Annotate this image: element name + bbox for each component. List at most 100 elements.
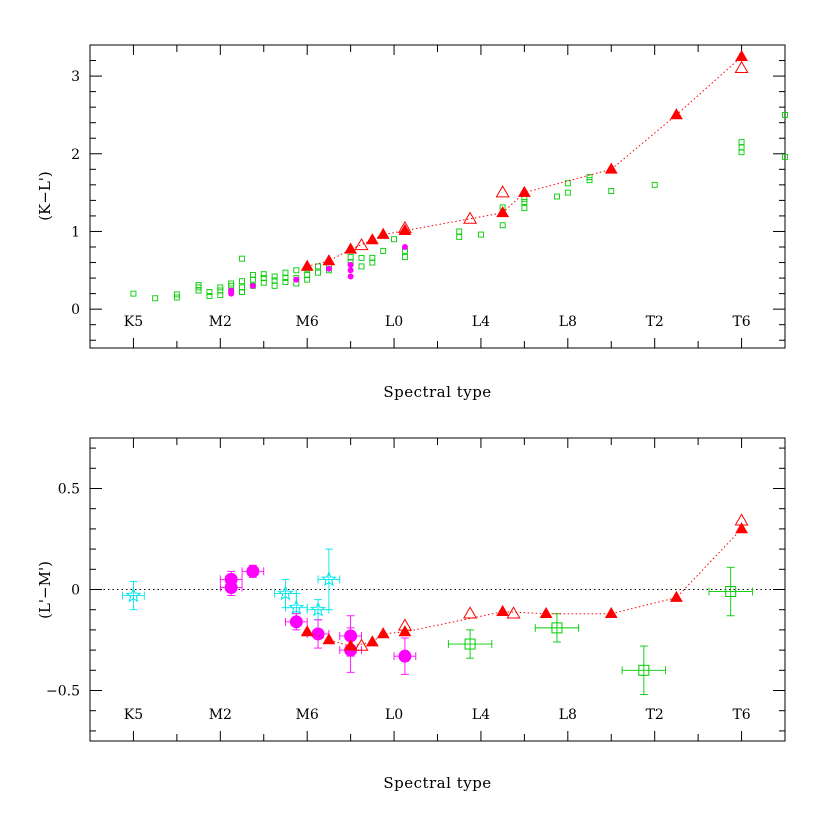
model-open-triangle [506, 606, 521, 619]
model-filled-triangle [604, 162, 618, 174]
field-dwarf-square [358, 263, 365, 270]
cyan-star-point [288, 599, 305, 615]
field-dwarf-square [651, 181, 658, 188]
magenta-dot-point [325, 265, 332, 272]
field-dwarf-square [206, 292, 213, 299]
field-dwarf-square [239, 255, 245, 262]
x-axis-label: Spectral type [383, 383, 491, 401]
field-dwarf-square [521, 205, 528, 212]
field-dwarf-square [369, 254, 376, 261]
field-dwarf-square [464, 638, 476, 650]
field-dwarf-square [725, 586, 737, 598]
magenta-dot-point [311, 627, 325, 641]
panel-2: K5 M2 M6 L0 L4 L8 T2 T6 −0.5 0 0.5 (L'−M') Spectral … [36, 437, 786, 792]
x-tick-label: T2 [646, 314, 664, 330]
model-filled-triangle [344, 639, 358, 651]
field-dwarf-square [401, 254, 408, 261]
field-dwarf-square [456, 228, 463, 235]
magenta-dot-point [246, 564, 260, 578]
model-filled-triangle [300, 625, 314, 637]
cyan-star-point [277, 585, 294, 601]
model-filled-triangle [670, 590, 683, 602]
model-filled-triangle [735, 49, 748, 61]
model-filled-triangle [539, 606, 553, 619]
cyan-star-point [125, 587, 142, 603]
magenta-dot-point [289, 615, 303, 629]
cyan-star-point [320, 571, 337, 587]
model-filled-triangle [344, 242, 358, 254]
x-tick-label: L8 [559, 707, 577, 723]
magenta-dot-point [293, 276, 300, 283]
field-dwarf-square [608, 188, 615, 195]
y-tick-label: 3 [71, 69, 80, 85]
field-dwarf-square [564, 180, 571, 187]
x-tick-label: M2 [209, 707, 232, 723]
y-tick-label: 0 [71, 302, 80, 318]
magenta-dot-point [249, 282, 256, 289]
field-dwarf-square [260, 275, 267, 282]
field-dwarf-square [271, 273, 278, 280]
magenta-dot-point [347, 261, 354, 268]
magenta-dot-point [401, 244, 408, 250]
model-filled-triangle [604, 606, 618, 619]
x-tick-label: M2 [209, 314, 232, 330]
field-dwarf-square [271, 282, 278, 289]
field-dwarf-square [477, 231, 484, 238]
x-tick-label: M6 [296, 314, 319, 330]
field-dwarf-square [391, 236, 398, 243]
y-tick-label: 1 [71, 224, 80, 240]
field-dwarf-square [239, 284, 245, 291]
model-open-triangle [354, 638, 369, 651]
field-dwarf-square [239, 278, 245, 285]
y-tick-label: 2 [71, 147, 80, 163]
y-axis-label: (L'−M') [36, 561, 54, 619]
field-dwarf-square [738, 139, 745, 146]
model-filled-triangle [517, 185, 531, 197]
model-filled-triangle [398, 223, 412, 235]
x-tick-label: L4 [472, 314, 490, 330]
field-dwarf-square [456, 233, 463, 240]
field-dwarf-square [217, 287, 224, 294]
field-dwarf-square [282, 279, 289, 285]
field-dwarf-square [130, 290, 137, 297]
magenta-dot-point [224, 580, 238, 594]
field-dwarf-square [206, 289, 213, 296]
x-tick-label: L8 [559, 314, 577, 330]
magenta-dot-point [347, 267, 354, 274]
field-dwarf-square [315, 263, 321, 270]
magenta-dot-point [347, 273, 354, 280]
x-axis-label: Spectral type [383, 774, 491, 792]
field-dwarf-square [195, 282, 202, 289]
x-tick-label: L0 [385, 314, 403, 330]
x-tick-label: L0 [385, 707, 403, 723]
model-open-triangle [495, 185, 510, 198]
field-dwarf-square [173, 291, 180, 298]
x-tick-label: K5 [124, 707, 143, 723]
x-tick-label: T6 [732, 314, 750, 330]
field-dwarf-square [173, 294, 180, 301]
cyan-star-point [310, 601, 327, 617]
field-dwarf-square [293, 267, 300, 274]
field-dwarf-square [564, 189, 571, 196]
y-tick-label: 0.5 [58, 482, 80, 498]
magenta-dot-point [398, 649, 412, 663]
field-dwarf-square [304, 272, 311, 278]
x-tick-label: L4 [472, 707, 490, 723]
field-dwarf-square [217, 284, 224, 291]
field-dwarf-square [260, 271, 267, 278]
model-filled-triangle [365, 233, 379, 245]
model-filled-triangle [300, 259, 314, 271]
y-axis-label: (K−L') [36, 171, 54, 221]
field-dwarf-square [782, 153, 788, 160]
model-sequence-line [307, 528, 742, 647]
model-open-triangle [463, 211, 478, 224]
model-open-triangle [463, 606, 478, 619]
field-dwarf-square [358, 254, 365, 261]
field-dwarf-square [521, 198, 528, 205]
x-tick-label: M6 [296, 707, 319, 723]
model-filled-triangle [376, 227, 390, 239]
model-filled-triangle [376, 627, 390, 639]
model-filled-triangle [322, 254, 336, 266]
field-dwarf-square [315, 269, 321, 276]
